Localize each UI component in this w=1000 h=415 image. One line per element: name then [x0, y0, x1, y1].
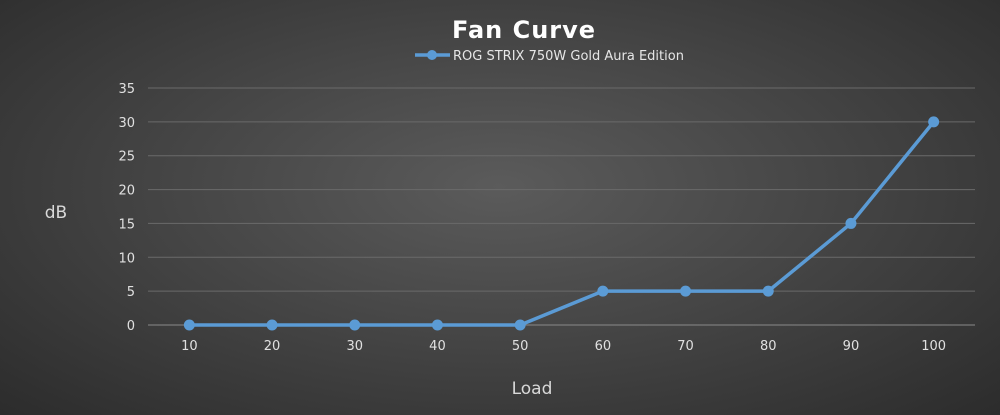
x-tick-label: 100: [921, 339, 946, 354]
y-tick-label: 30: [118, 116, 135, 131]
x-tick-label: 90: [843, 339, 860, 354]
data-point: [514, 319, 526, 331]
x-tick-label: 70: [677, 339, 694, 354]
data-point: [680, 285, 692, 297]
y-tick-label: 10: [118, 251, 135, 266]
legend-marker: [427, 50, 437, 60]
x-tick-label: 30: [346, 339, 363, 354]
series-line: [189, 120, 936, 327]
data-point: [266, 319, 278, 331]
y-tick-label: 25: [118, 150, 135, 165]
chart-title: Fan Curve: [452, 16, 596, 44]
y-tick-label: 35: [118, 82, 135, 97]
legend: ROG STRIX 750W Gold Aura Edition: [415, 49, 684, 64]
data-point: [183, 319, 195, 331]
data-point: [597, 285, 609, 297]
y-axis-label: dB: [45, 203, 67, 223]
x-tick-label: 40: [429, 339, 446, 354]
data-point: [762, 285, 774, 297]
x-axis-label: Load: [512, 379, 553, 399]
y-tick-label: 5: [127, 285, 135, 300]
data-point: [431, 319, 443, 331]
y-tick-label: 15: [118, 217, 135, 232]
data-point: [349, 319, 361, 331]
y-tick-label: 0: [127, 319, 135, 334]
data-point: [845, 217, 857, 229]
x-tick-label: 20: [264, 339, 281, 354]
y-tick-label: 20: [118, 184, 135, 199]
x-tick-label: 60: [595, 339, 612, 354]
data-point: [928, 116, 940, 128]
legend-label: ROG STRIX 750W Gold Aura Edition: [453, 49, 684, 64]
x-tick-label: 50: [512, 339, 529, 354]
x-tick-label: 10: [181, 339, 198, 354]
x-tick-label: 80: [760, 339, 777, 354]
